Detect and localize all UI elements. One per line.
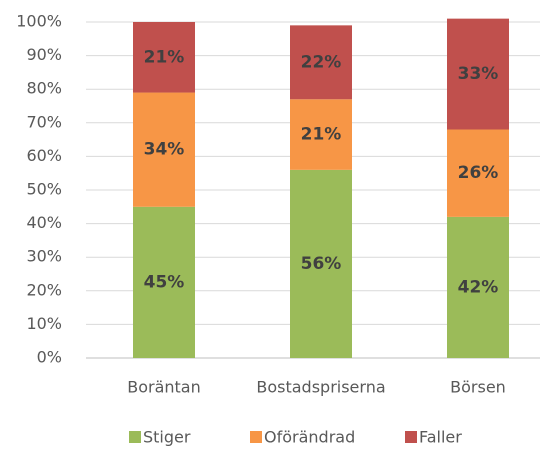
data-label: 21% [144, 47, 185, 67]
data-label: 21% [301, 125, 342, 145]
data-label: 34% [144, 140, 185, 160]
y-tick-label: 20% [26, 280, 62, 299]
y-tick-label: 100% [16, 12, 62, 31]
bar-segment [290, 99, 352, 170]
data-label: 33% [458, 64, 499, 84]
legend-swatch [129, 431, 141, 443]
y-tick-label: 70% [26, 112, 62, 131]
data-label: 26% [458, 163, 499, 183]
bar-segment [133, 92, 195, 207]
y-tick-label: 50% [26, 180, 62, 199]
bar-segment [290, 25, 352, 100]
bar-segment [290, 169, 352, 358]
legend-label: Faller [419, 428, 462, 447]
y-tick-label: 0% [37, 348, 62, 367]
legend-swatch [405, 431, 417, 443]
bar-segment [133, 206, 195, 358]
x-tick-label: Bostadspriserna [256, 378, 385, 397]
y-tick-label: 40% [26, 213, 62, 232]
x-tick-label: Börsen [450, 378, 506, 397]
y-tick-label: 80% [26, 79, 62, 98]
y-tick-label: 10% [26, 314, 62, 333]
data-label: 22% [301, 52, 342, 72]
data-label: 45% [144, 272, 185, 292]
data-label: 42% [458, 277, 499, 297]
bar-segment [133, 22, 195, 93]
bar-segment [447, 216, 509, 358]
legend-label: Oförändrad [264, 428, 355, 447]
legend-swatch [250, 431, 262, 443]
bar-segment [447, 129, 509, 217]
y-tick-label: 90% [26, 45, 62, 64]
x-tick-label: Boräntan [127, 378, 201, 397]
bar-segment [447, 18, 509, 130]
legend-label: Stiger [143, 428, 191, 447]
data-label: 56% [301, 254, 342, 274]
y-tick-label: 60% [26, 146, 62, 165]
y-tick-label: 30% [26, 247, 62, 266]
